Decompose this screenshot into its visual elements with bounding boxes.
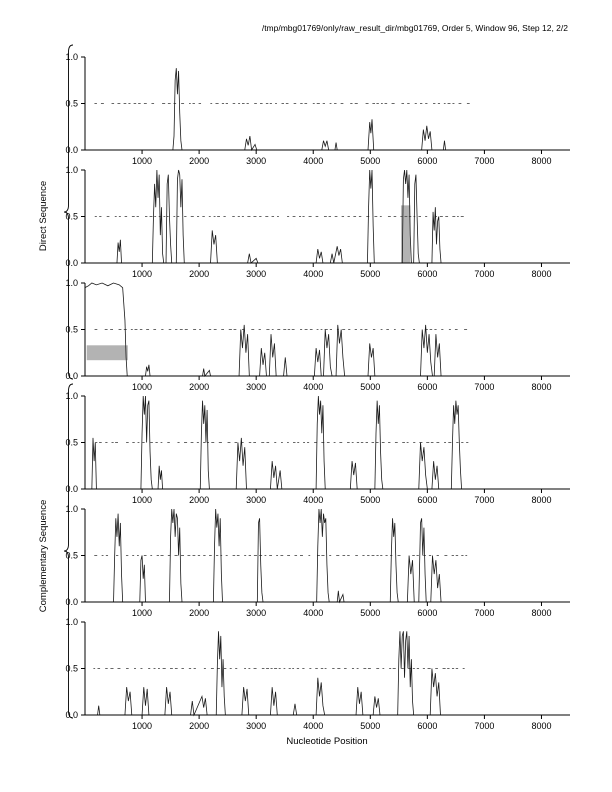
- x-tick-label: 1000: [132, 382, 152, 392]
- x-tick-label: 5000: [360, 382, 380, 392]
- x-tick-label: 3000: [246, 156, 266, 166]
- y-tick-label: 0.5: [65, 551, 78, 561]
- highlight-region: [401, 205, 411, 263]
- panel-direct-frame-3: 0.0 0.5 1.0 1000 2000 3000 4000 5000 6000 7000 800…: [65, 278, 570, 392]
- probability-curve: [85, 169, 570, 264]
- y-tick-label: 0.0: [65, 258, 78, 268]
- x-tick-label: 6000: [417, 721, 437, 731]
- x-tick-label: 3000: [246, 269, 266, 279]
- x-tick-label: 7000: [474, 382, 494, 392]
- plot-title: /tmp/mbg01769/only/raw_result_dir/mbg017…: [262, 23, 568, 33]
- y-tick-label: 1.0: [65, 391, 78, 401]
- y-tick-label: 0.5: [65, 325, 78, 335]
- x-tick-label: 2000: [189, 495, 209, 505]
- x-tick-label: 8000: [531, 156, 551, 166]
- y-tick-label: 0.0: [65, 597, 78, 607]
- x-tick-label: 6000: [417, 156, 437, 166]
- panel-direct-frame-1: 0.0 0.5 1.0 1000 2000 3000 4000 5000 6000 7000 800…: [65, 52, 570, 166]
- x-tick-label: 4000: [303, 608, 323, 618]
- y-tick-label: 1.0: [65, 52, 78, 62]
- panels-container: 0.0 0.5 1.0 1000 2000 3000 4000 5000 6000 7000 800…: [63, 44, 570, 731]
- y-tick-label: 0.5: [65, 99, 78, 109]
- direct-sequence-label: Direct Sequence: [38, 181, 49, 251]
- y-tick-label: 1.0: [65, 504, 78, 514]
- panel-complementary-frame-2: 0.0 0.5 1.0 1000 2000 3000 4000 5000 6000 7000 800…: [65, 504, 570, 618]
- x-tick-label: 7000: [474, 495, 494, 505]
- y-tick-label: 0.0: [65, 484, 78, 494]
- probability-curve: [85, 68, 570, 152]
- y-tick-label: 1.0: [65, 165, 78, 175]
- x-tick-label: 8000: [531, 608, 551, 618]
- x-tick-label: 2000: [189, 721, 209, 731]
- x-tick-label: 3000: [246, 382, 266, 392]
- x-tick-label: 1000: [132, 721, 152, 731]
- x-tick-label: 2000: [189, 269, 209, 279]
- x-tick-label: 8000: [531, 382, 551, 392]
- y-tick-label: 0.5: [65, 212, 78, 222]
- x-tick-label: 4000: [303, 382, 323, 392]
- x-tick-label: 5000: [360, 269, 380, 279]
- y-tick-label: 0.0: [65, 710, 78, 720]
- x-tick-label: 4000: [303, 269, 323, 279]
- y-tick-label: 1.0: [65, 617, 78, 627]
- x-tick-label: 3000: [246, 608, 266, 618]
- x-tick-label: 4000: [303, 156, 323, 166]
- y-tick-label: 0.0: [65, 145, 78, 155]
- x-tick-label: 7000: [474, 156, 494, 166]
- x-tick-label: 7000: [474, 269, 494, 279]
- x-tick-label: 1000: [132, 156, 152, 166]
- x-tick-label: 4000: [303, 721, 323, 731]
- x-tick-label: 8000: [531, 269, 551, 279]
- x-tick-label: 2000: [189, 156, 209, 166]
- panel-complementary-frame-1: 0.0 0.5 1.0 1000 2000 3000 4000 5000 6000 7000 800…: [65, 391, 570, 505]
- x-tick-label: 3000: [246, 495, 266, 505]
- x-tick-label: 2000: [189, 382, 209, 392]
- y-tick-label: 1.0: [65, 278, 78, 288]
- x-tick-label: 8000: [531, 495, 551, 505]
- x-tick-label: 1000: [132, 269, 152, 279]
- x-tick-label: 8000: [531, 721, 551, 731]
- x-tick-label: 6000: [417, 269, 437, 279]
- x-tick-label: 1000: [132, 608, 152, 618]
- y-tick-label: 0.0: [65, 371, 78, 381]
- panel-direct-frame-2: 0.0 0.5 1.0 1000 2000 3000 4000 5000 6000 7000 800…: [65, 165, 570, 279]
- highlight-region: [86, 345, 128, 361]
- x-tick-label: 5000: [360, 495, 380, 505]
- y-tick-label: 0.5: [65, 438, 78, 448]
- x-tick-label: 1000: [132, 495, 152, 505]
- x-tick-label: 5000: [360, 156, 380, 166]
- panel-complementary-frame-3: 0.0 0.5 1.0 1000 2000 3000 4000 5000 6000 7000 800…: [65, 617, 570, 731]
- direct-group-brace: [63, 44, 74, 380]
- x-tick-label: 4000: [303, 495, 323, 505]
- x-tick-label: 5000: [360, 608, 380, 618]
- x-tick-label: 3000: [246, 721, 266, 731]
- x-tick-label: 7000: [474, 721, 494, 731]
- y-tick-label: 0.5: [65, 664, 78, 674]
- x-tick-label: 5000: [360, 721, 380, 731]
- complementary-sequence-label: Complementary Sequence: [38, 500, 49, 612]
- probability-curve: [85, 631, 570, 717]
- complementary-group-brace: [63, 383, 74, 719]
- x-tick-label: 2000: [189, 608, 209, 618]
- x-axis-title: Nucleotide Position: [286, 736, 367, 747]
- x-tick-label: 6000: [417, 608, 437, 618]
- x-tick-label: 7000: [474, 608, 494, 618]
- x-tick-label: 6000: [417, 382, 437, 392]
- x-tick-label: 6000: [417, 495, 437, 505]
